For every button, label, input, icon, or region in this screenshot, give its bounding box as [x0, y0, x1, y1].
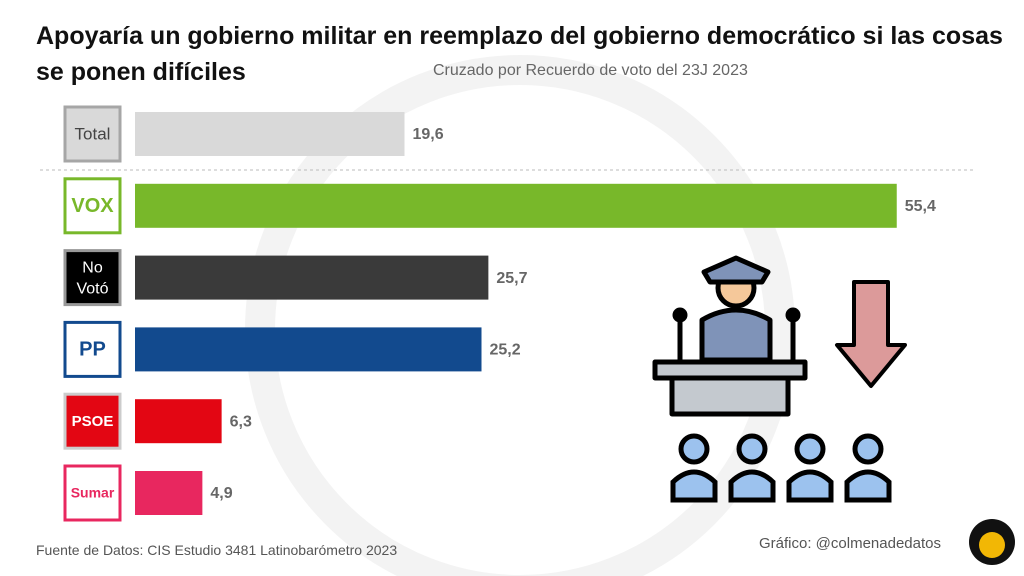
- category-logo: [63, 249, 122, 307]
- chart-subtitle: Cruzado por Recuerdo de voto del 23J 202…: [433, 62, 748, 79]
- bar: [135, 399, 222, 444]
- category-label: Total: [75, 124, 111, 143]
- chart-title: Apoyaría un gobierno militar en reemplaz…: [36, 22, 1003, 86]
- category-label: PSOE: [72, 413, 114, 430]
- category-label: PP: [79, 339, 106, 361]
- bar: [135, 327, 482, 372]
- bar: [135, 112, 405, 156]
- podium-icon: [652, 255, 808, 417]
- category-label: No Votó: [76, 260, 108, 298]
- category-logo: [63, 105, 122, 163]
- bar: [135, 255, 489, 300]
- category-logo: [63, 392, 122, 450]
- bar: [135, 471, 203, 515]
- bar: [135, 183, 897, 228]
- value-label: 6,3: [230, 413, 252, 430]
- brand-logo: [969, 519, 1015, 565]
- value-label: 19,6: [413, 126, 444, 143]
- value-label: 25,7: [496, 270, 527, 287]
- credit-note: Gráfico: @colmenadedatos: [759, 535, 941, 552]
- value-label: 25,2: [490, 342, 521, 359]
- people-icon: [670, 433, 892, 503]
- category-label: VOX: [71, 195, 114, 217]
- category-logo: [63, 177, 122, 235]
- source-note: Fuente de Datos: CIS Estudio 3481 Latino…: [36, 542, 398, 558]
- value-label: 55,4: [905, 198, 936, 215]
- down-arrow: [835, 280, 907, 388]
- value-label: 4,9: [210, 485, 232, 502]
- category-logo: [63, 464, 122, 522]
- category-label: Sumar: [71, 485, 115, 501]
- category-logo: [63, 320, 122, 378]
